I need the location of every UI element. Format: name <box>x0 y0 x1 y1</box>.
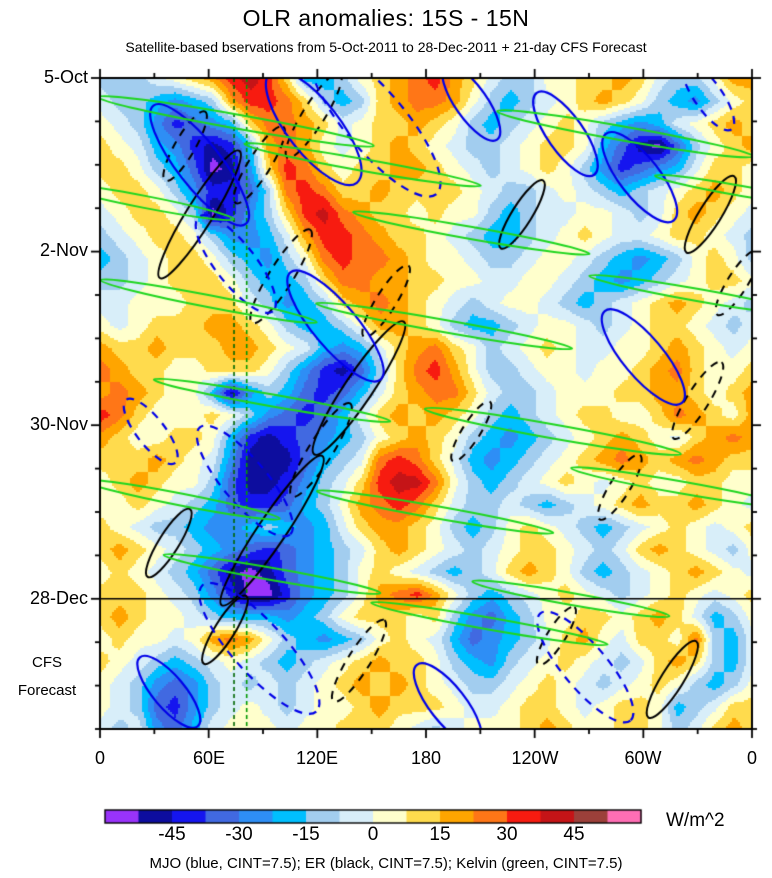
x-tick-label-60w: 60W <box>624 748 662 768</box>
colorbar-tick-m15: -15 <box>292 824 320 845</box>
plot-subtitle: Satellite-based bservations from 5-Oct-2… <box>125 39 647 55</box>
colorbar-tick-m30: -30 <box>225 824 253 845</box>
colorbar-tick-45: 45 <box>563 824 585 845</box>
y-tick-label-2nov: 2-Nov <box>39 240 88 260</box>
x-tick-label-180: 180 <box>410 748 442 768</box>
colorbar-tick-0: 0 <box>367 824 379 845</box>
x-tick-label-120e: 120E <box>295 748 339 768</box>
x-tick-label-60e: 60E <box>192 748 226 768</box>
colorbar-tick-30: 30 <box>496 824 518 845</box>
x-tick-label-0b: 0 <box>746 748 758 768</box>
colorbar-tick-m45: -45 <box>158 824 186 845</box>
y-tick-label-5oct: 5-Oct <box>43 67 88 87</box>
page-title: OLR anomalies: 15S - 15N <box>242 5 530 31</box>
y-tick-label-30nov: 30-Nov <box>29 414 88 434</box>
y-tick-label-28dec: 28-Dec <box>29 588 88 608</box>
x-tick-label-120w: 120W <box>511 748 559 768</box>
forecast-region-label-line1: CFS <box>32 654 62 671</box>
forecast-region-label-line2: Forecast <box>17 682 77 699</box>
colorbar-tick-15: 15 <box>429 824 451 845</box>
colorbar-unit-label: W/m^2 <box>666 810 725 831</box>
legend-caption: MJO (blue, CINT=7.5); ER (black, CINT=7.… <box>149 855 623 872</box>
x-tick-label-0a: 0 <box>94 748 106 768</box>
